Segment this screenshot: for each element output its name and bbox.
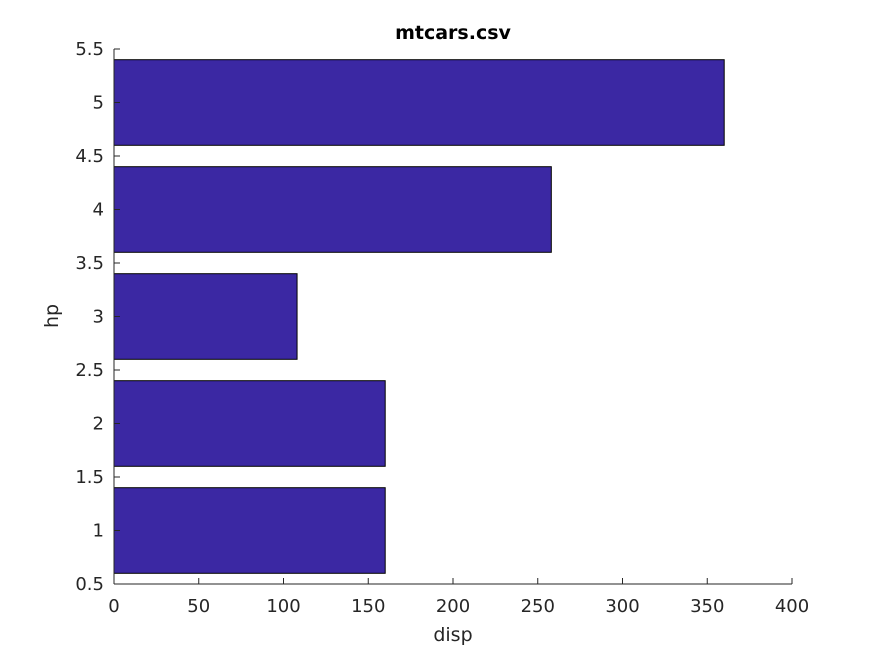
y-tick-label: 2.5 (75, 360, 104, 381)
bar-hp-4 (113, 166, 552, 253)
y-tick-label: 5 (93, 93, 104, 114)
x-tick-label: 50 (187, 596, 210, 617)
y-tick-label: 2 (93, 414, 104, 435)
bar-hp-2 (113, 380, 386, 467)
y-tick-label: 4 (93, 200, 104, 221)
bar-hp-1 (113, 487, 386, 574)
x-tick-label: 100 (266, 596, 300, 617)
x-tick-label: 250 (521, 596, 555, 617)
x-tick-label: 350 (690, 596, 724, 617)
bar-hp-5 (113, 59, 725, 146)
x-tick-label: 300 (605, 596, 639, 617)
y-tick-label: 5.5 (75, 39, 104, 60)
y-tick-label: 0.5 (75, 574, 104, 595)
x-tick-label: 400 (775, 596, 809, 617)
y-tick-label: 3 (93, 307, 104, 328)
y-tick-label: 4.5 (75, 146, 104, 167)
x-tick-label: 150 (351, 596, 385, 617)
x-axis-label: disp (433, 624, 472, 646)
x-tick-label: 200 (436, 596, 470, 617)
y-tick-label: 1.5 (75, 467, 104, 488)
y-tick-label: 1 (93, 521, 104, 542)
bar-hp-3 (113, 273, 298, 360)
chart-title: mtcars.csv (395, 22, 511, 44)
y-ticks-group: 0.5 1 1.5 2 2.5 3 3.5 4 4.5 5 5.5 (75, 39, 120, 595)
y-tick-label: 3.5 (75, 253, 104, 274)
bars-group (113, 59, 725, 574)
x-tick-label: 0 (108, 596, 119, 617)
x-ticks-group: 0 50 100 150 200 250 300 350 400 (108, 578, 809, 617)
y-axis-label: hp (41, 304, 63, 328)
